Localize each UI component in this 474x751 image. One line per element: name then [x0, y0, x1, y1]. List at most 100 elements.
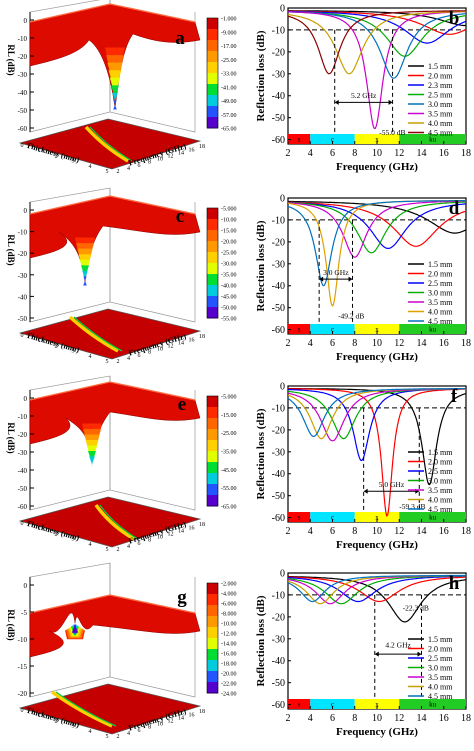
- thickness-tick-label: 2: [55, 531, 58, 537]
- legend-label: 3.0 mm: [428, 664, 453, 673]
- colorbar-label: -33.00: [221, 72, 237, 78]
- colorbar-label: -10.00: [221, 622, 237, 628]
- colorbar-segment: [207, 263, 218, 275]
- freq-tick-label: 8: [148, 350, 151, 356]
- legend-label: 2.5 mm: [428, 91, 453, 100]
- thickness-tick-label: 1: [38, 148, 41, 154]
- legend-label: 4.5 mm: [428, 505, 453, 514]
- z-tick-label: -30: [18, 71, 28, 79]
- freq-tick-label: 2: [117, 547, 120, 553]
- x-tick-label: 12: [394, 338, 404, 349]
- band-s: [288, 324, 311, 334]
- y-tick-label: -10: [272, 403, 285, 414]
- bandwidth-label: 5.2 GHz: [351, 91, 377, 100]
- band-label-ku: ku: [429, 136, 437, 144]
- series-line-2-0-mm: [288, 388, 466, 518]
- colorbar-label: -57.00: [221, 113, 237, 119]
- thickness-tick-label: 1: [38, 526, 41, 532]
- colorbar-frame: [206, 395, 219, 507]
- colorbar-label: -25.00: [221, 58, 237, 64]
- z-tick-label: 0: [24, 582, 28, 590]
- band-label-ku: ku: [429, 326, 437, 334]
- legend-label: 2.3 mm: [428, 81, 453, 90]
- series-line-4-5-mm: [287, 388, 466, 438]
- contour-floor: [18, 308, 202, 360]
- surface-dip-band: [88, 451, 96, 460]
- colorbar-label: -5.000: [221, 395, 237, 401]
- legend-label: 3.5 mm: [428, 110, 453, 119]
- colorbar-segment: [207, 462, 218, 474]
- x-tick-label: 14: [417, 713, 427, 724]
- x-tick-label: 18: [461, 148, 471, 159]
- x-tick-label: 2: [286, 338, 291, 349]
- thickness-tick-label: 1: [38, 338, 41, 344]
- band-label-x: x: [375, 514, 379, 522]
- colorbar-segment: [207, 307, 218, 319]
- series-line-2-3-mm: [288, 10, 467, 44]
- freq-tick-label: 16: [189, 337, 195, 343]
- thickness-tick-label: 4: [89, 729, 92, 735]
- panel-letter: e: [178, 394, 186, 415]
- thickness-tick-label: 5: [106, 169, 109, 175]
- x-tick-label: 6: [330, 526, 335, 537]
- legend-label: 4.0 mm: [428, 308, 453, 317]
- y-tick-label: -40: [272, 91, 285, 102]
- series-line-3-5-mm: [287, 11, 466, 129]
- colorbar-label: -15.00: [221, 229, 237, 235]
- z-tick-label: -20: [18, 431, 28, 439]
- freq-tick-label: 12: [168, 719, 174, 725]
- freq-tick-label: 8: [148, 725, 151, 731]
- freq-tick-label: 12: [168, 154, 174, 160]
- thickness-tick-label: 0: [21, 708, 24, 714]
- colorbar-label: -15.00: [221, 413, 237, 419]
- x-tick-label: 4: [308, 713, 313, 724]
- thickness-tick-label: 5: [106, 359, 109, 365]
- series-line-3-0-mm: [288, 201, 466, 254]
- x-axis-title: Frequency (GHz): [336, 726, 418, 738]
- band-label-ku: ku: [429, 514, 437, 522]
- colorbar-segment: [207, 440, 218, 452]
- bandwidth-label: 5.0 GHz: [379, 480, 405, 489]
- z-tick-label: -60: [18, 503, 28, 511]
- band-c: [310, 699, 355, 709]
- colorbar-label: -55.00: [221, 317, 237, 323]
- band-label-x: x: [375, 136, 379, 144]
- freq-tick-label: 16: [189, 712, 195, 718]
- x-tick-label: 10: [372, 526, 382, 537]
- freq-tick-label: 8: [148, 160, 151, 166]
- colorbar-segment: [207, 106, 218, 118]
- colorbar-label: -1.000: [221, 17, 237, 23]
- y-tick-label: -60: [272, 513, 285, 524]
- y-tick-label: 0: [280, 569, 285, 580]
- z-tick-label: -10: [18, 636, 28, 644]
- rl-chart-h: s c x ku4.2 GHz-22.3 dB1.5 mm2.0 mm2.5 mm3.…: [255, 569, 471, 739]
- contour-band: [50, 690, 113, 728]
- legend-label: 3.5 mm: [428, 673, 453, 682]
- arrowhead-left: [319, 276, 324, 282]
- colorbar-segment: [207, 495, 218, 507]
- colorbar-segment: [207, 241, 218, 253]
- y-tick-label: -30: [272, 259, 285, 270]
- contour-band: [84, 125, 129, 163]
- panel-letter: d: [449, 198, 460, 219]
- legend-label: 2.5 mm: [428, 654, 453, 663]
- z-tick-label: -50: [18, 485, 28, 493]
- y-axis-title: Reflection loss (dB): [255, 595, 267, 686]
- rl-chart-f: s c x ku5.0 GHz-59.3 dB1.5 mm2.0 mm2.5 mm3.…: [255, 382, 471, 552]
- x-tick-label: 10: [372, 713, 382, 724]
- x-tick-label: 16: [439, 148, 449, 159]
- colorbar-segment: [207, 252, 218, 264]
- series-line-2-0-mm: [288, 201, 467, 247]
- back-wall-right: [109, 376, 196, 511]
- legend-label: 3.0 mm: [428, 477, 453, 486]
- z-tick-label: -50: [18, 107, 28, 115]
- x-axis-title: Frequency (GHz): [336, 539, 418, 551]
- legend-label: 4.5 mm: [428, 317, 453, 326]
- y-tick-label: -60: [272, 325, 285, 336]
- z-axis-title: RL (dB): [6, 609, 16, 640]
- thickness-tick-label: 3: [72, 159, 75, 165]
- band-label-s: s: [298, 136, 301, 144]
- band-c: [310, 324, 355, 334]
- y-tick-label: -40: [272, 281, 285, 292]
